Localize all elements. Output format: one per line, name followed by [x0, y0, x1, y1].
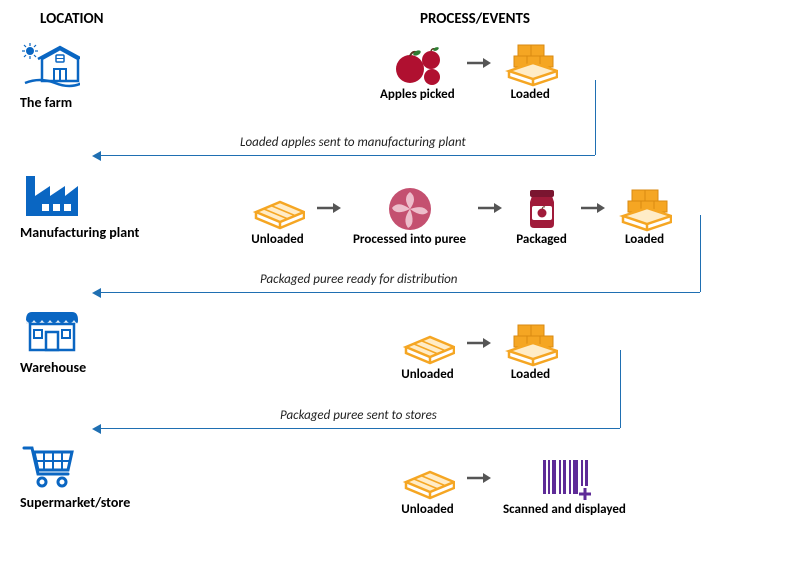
farm-icon [20, 40, 80, 90]
header-process: PROCESS/EVENTS [420, 10, 530, 28]
label-packaged: Packaged [516, 232, 567, 247]
process-unloaded-2: Unloaded [400, 320, 455, 382]
label-loaded-2: Loaded [511, 367, 550, 382]
empty-pallet-icon [400, 455, 455, 500]
flowline-1-h [100, 292, 700, 293]
flowarrow-0 [92, 151, 101, 161]
process-unloaded-3: Unloaded [400, 455, 455, 517]
process-loaded-2: Loaded [503, 320, 558, 382]
process-row-mfg: Unloaded Processed into puree Packaged L… [250, 185, 672, 247]
label-unloaded-3: Unloaded [401, 502, 454, 517]
warehouse-icon [20, 305, 80, 355]
arrow-icon [476, 185, 504, 230]
flowline-0-h [100, 155, 595, 156]
transition-label-2: Packaged puree sent to stores [280, 408, 437, 423]
label-puree: Processed into puree [353, 232, 466, 247]
arrow-icon [465, 455, 493, 500]
transition-label-1: Packaged puree ready for distribution [260, 272, 457, 287]
flowline-0-v [595, 80, 596, 155]
arrow-icon [465, 40, 493, 85]
location-label-mfg: Manufacturing plant [20, 224, 139, 241]
arrow-icon [315, 185, 343, 230]
label-apples-picked: Apples picked [380, 87, 455, 102]
loaded-pallet-icon [503, 40, 558, 85]
flowline-1-v [700, 215, 701, 292]
location-store: Supermarket/store [20, 440, 130, 511]
header-location: LOCATION [40, 10, 104, 28]
apples-icon [390, 40, 445, 85]
location-warehouse: Warehouse [20, 305, 86, 376]
empty-pallet-icon [400, 320, 455, 365]
location-label-farm: The farm [20, 94, 80, 111]
flowline-2-h [100, 428, 620, 429]
process-scanned: Scanned and displayed [503, 455, 626, 517]
process-row-warehouse: Unloaded Loaded [400, 320, 558, 382]
label-scanned: Scanned and displayed [503, 502, 626, 517]
process-loaded-0: Loaded [503, 40, 558, 102]
barcode-icon [537, 455, 592, 500]
label-unloaded-1: Unloaded [251, 232, 304, 247]
label-unloaded-2: Unloaded [401, 367, 454, 382]
arrow-icon [579, 185, 607, 230]
process-row-store: Unloaded Scanned and displayed [400, 455, 626, 517]
flowarrow-1 [92, 288, 101, 298]
location-farm: The farm [20, 40, 80, 111]
flowarrow-2 [92, 424, 101, 434]
process-puree: Processed into puree [353, 185, 466, 247]
process-loaded-1: Loaded [617, 185, 672, 247]
loaded-pallet-icon [617, 185, 672, 230]
empty-pallet-icon [250, 185, 305, 230]
process-apples-picked: Apples picked [380, 40, 455, 102]
location-label-warehouse: Warehouse [20, 359, 86, 376]
puree-icon [382, 185, 437, 230]
transition-label-0: Loaded apples sent to manufacturing plan… [240, 135, 466, 150]
jar-icon [514, 185, 569, 230]
flowline-2-v [620, 350, 621, 428]
factory-icon [20, 170, 80, 220]
process-row-farm: Apples picked Loaded [380, 40, 558, 102]
location-mfg: Manufacturing plant [20, 170, 139, 241]
location-label-store: Supermarket/store [20, 494, 130, 511]
label-loaded-1: Loaded [625, 232, 664, 247]
cart-icon [20, 440, 80, 490]
process-packaged: Packaged [514, 185, 569, 247]
label-loaded-0: Loaded [511, 87, 550, 102]
arrow-icon [465, 320, 493, 365]
loaded-pallet-icon [503, 320, 558, 365]
process-unloaded-1: Unloaded [250, 185, 305, 247]
